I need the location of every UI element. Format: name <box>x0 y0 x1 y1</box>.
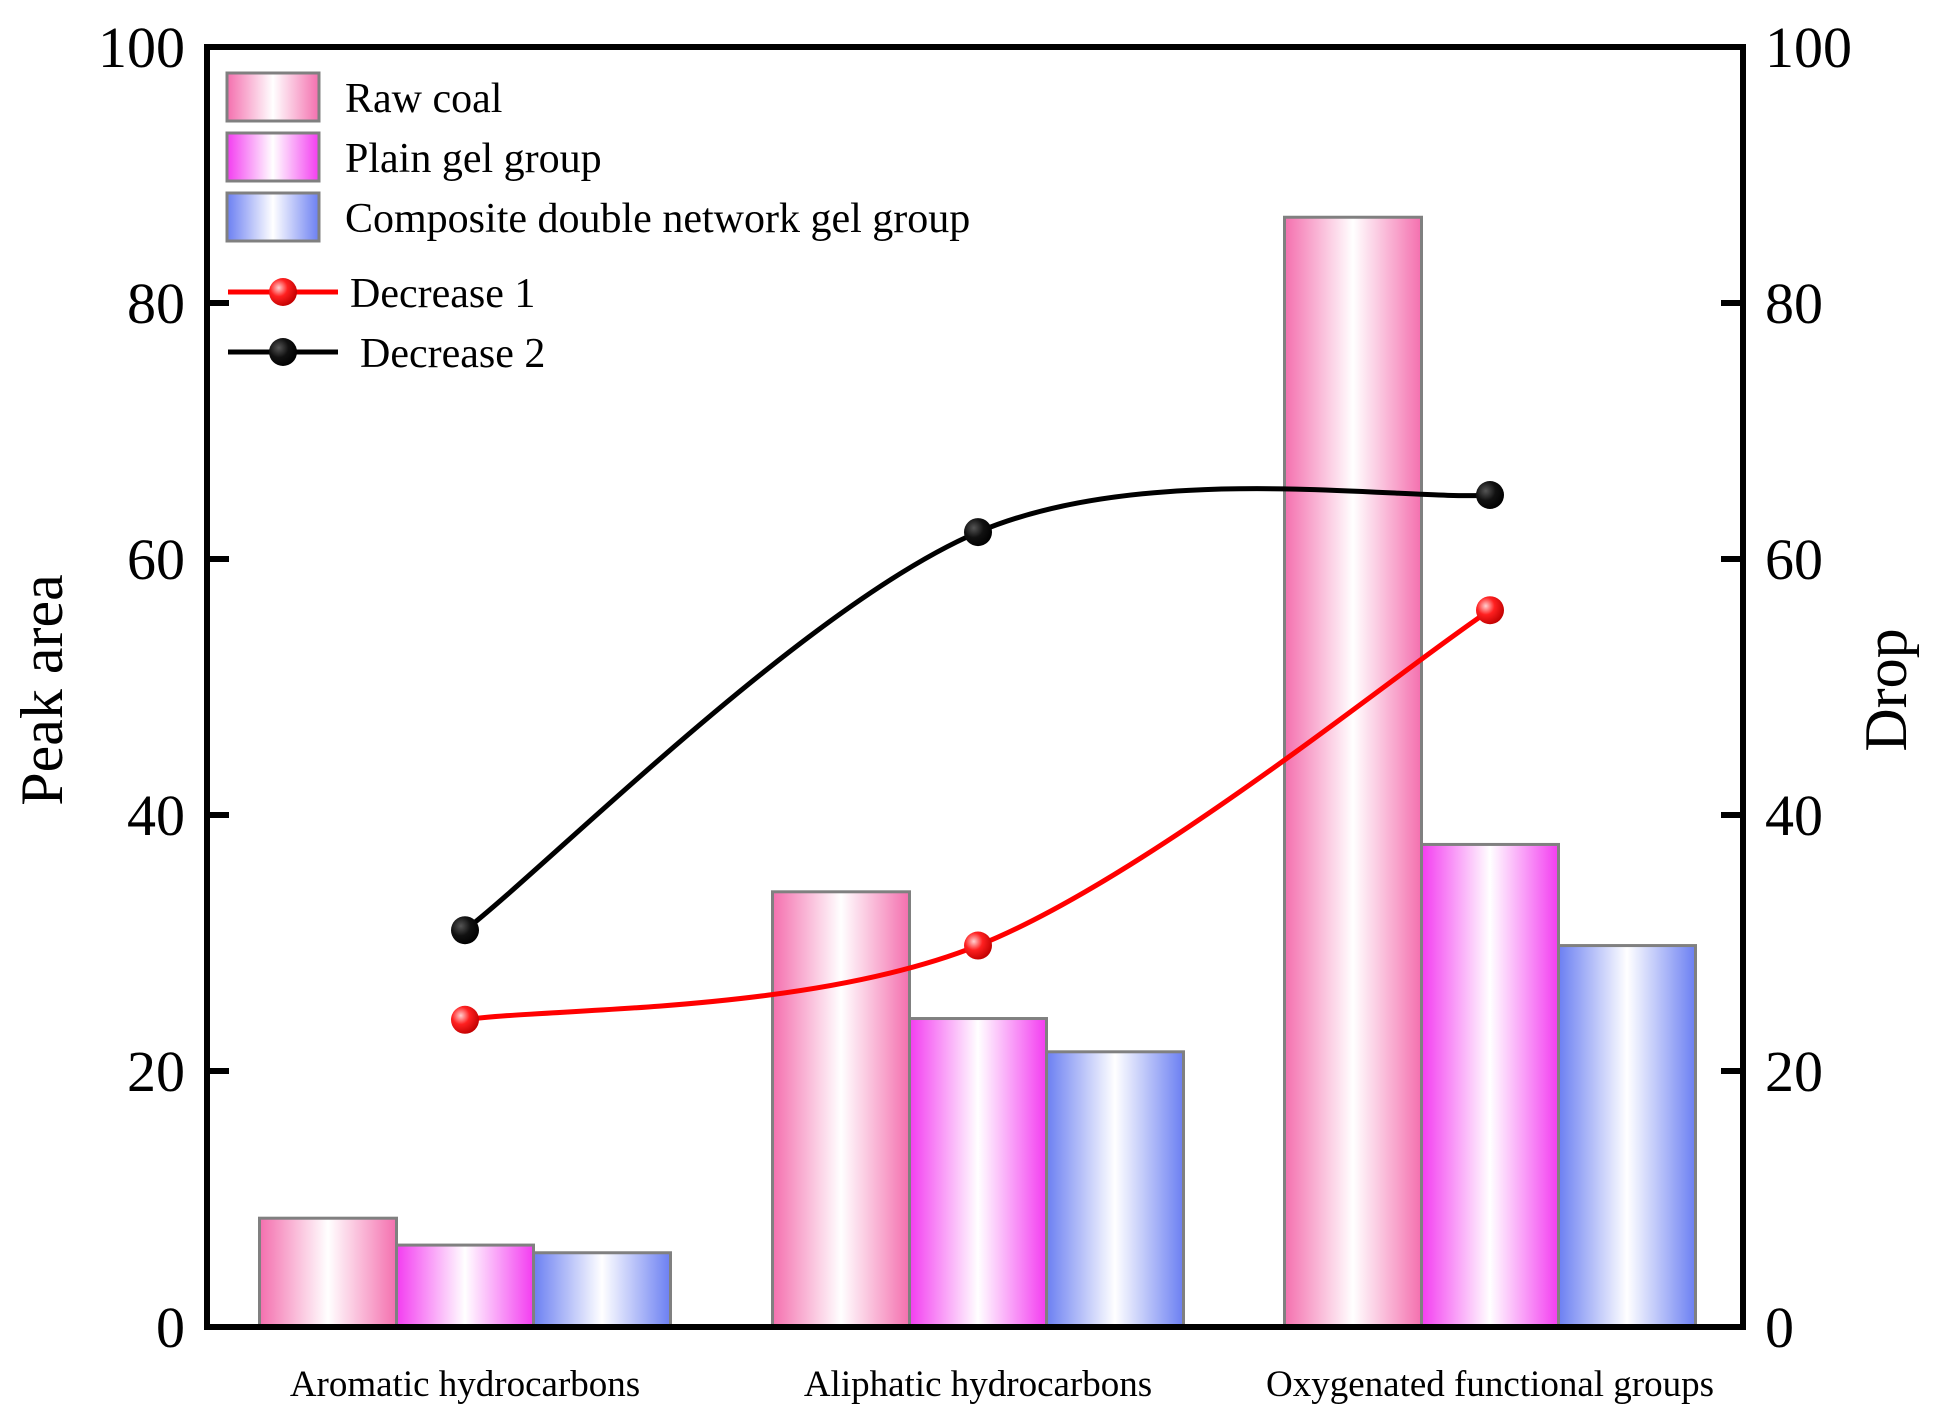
legend-swatch-composite-double-network-gel-group <box>225 191 321 243</box>
legend-label-decrease-2: Decrease 2 <box>360 331 545 377</box>
point-decrease-2-oxygenated-functional-groups <box>1476 481 1504 509</box>
legend: Raw coal Plain gel group Composite double … <box>225 71 970 377</box>
legend-marker-decrease-1 <box>269 278 297 306</box>
left-tick-label: 20 <box>127 1039 185 1104</box>
point-decrease-1-aliphatic-hydrocarbons <box>964 931 992 960</box>
plot-frame <box>204 44 1746 1330</box>
bar-composite-double-network-gel-group-aromatic-hydrocarbons <box>532 1251 672 1329</box>
left-tick-label: 60 <box>127 527 185 592</box>
left-tick-label: 80 <box>127 271 185 336</box>
bar-plain-gel-group-aromatic-hydrocarbons <box>395 1243 535 1329</box>
right-axis-title: Drop <box>1853 628 1919 751</box>
right-tick-label: 0 <box>1765 1295 1794 1360</box>
right-tick-label: 20 <box>1765 1039 1823 1104</box>
right-tick-label: 80 <box>1765 271 1823 336</box>
point-decrease-2-aromatic-hydrocarbons <box>451 916 479 945</box>
point-decrease-2-aliphatic-hydrocarbons <box>964 518 992 547</box>
lines-layer <box>451 481 1504 1034</box>
legend-marker-decrease-2 <box>269 338 297 366</box>
bar-composite-double-network-gel-group-aliphatic-hydrocarbons <box>1045 1050 1185 1329</box>
bar-raw-coal-oxygenated-functional-groups <box>1283 215 1423 1329</box>
bar-plain-gel-group-oxygenated-functional-groups <box>1420 842 1560 1329</box>
point-decrease-1-oxygenated-functional-groups <box>1476 596 1504 625</box>
bar-plain-gel-group-aliphatic-hydrocarbons <box>908 1017 1048 1329</box>
axes-layer: 0 20 40 60 80 100 0 20 40 60 80 100 Aromatic hydroca… <box>98 15 1852 1405</box>
point-decrease-1-aromatic-hydrocarbons <box>451 1005 479 1034</box>
legend-swatch-raw-coal <box>225 71 321 123</box>
bars-layer <box>258 215 1697 1329</box>
right-tick-label: 60 <box>1765 527 1823 592</box>
right-tick-label: 40 <box>1765 783 1823 848</box>
left-tick-label: 40 <box>127 783 185 848</box>
category-label-aliphatic-hydrocarbons: Aliphatic hydrocarbons <box>804 1364 1152 1405</box>
left-tick-label: 100 <box>98 15 185 80</box>
bar-composite-double-network-gel-group-oxygenated-functional-groups <box>1557 944 1697 1329</box>
bar-raw-coal-aliphatic-hydrocarbons <box>771 890 911 1329</box>
legend-label-raw-coal: Raw coal <box>345 76 502 122</box>
category-label-oxygenated-functional-groups: Oxygenated functional groups <box>1266 1364 1714 1405</box>
legend-label-plain-gel-group: Plain gel group <box>345 136 602 182</box>
category-label-aromatic-hydrocarbons: Aromatic hydrocarbons <box>290 1364 640 1405</box>
legend-label-composite-double-network-gel-group: Composite double network gel group <box>345 196 970 242</box>
bar-raw-coal-aromatic-hydrocarbons <box>258 1216 398 1329</box>
legend-label-decrease-1: Decrease 1 <box>350 271 535 317</box>
legend-swatch-plain-gel-group <box>225 131 321 183</box>
left-axis-title: Peak area <box>9 574 75 806</box>
left-tick-label: 0 <box>156 1295 185 1360</box>
right-tick-label: 100 <box>1765 15 1852 80</box>
